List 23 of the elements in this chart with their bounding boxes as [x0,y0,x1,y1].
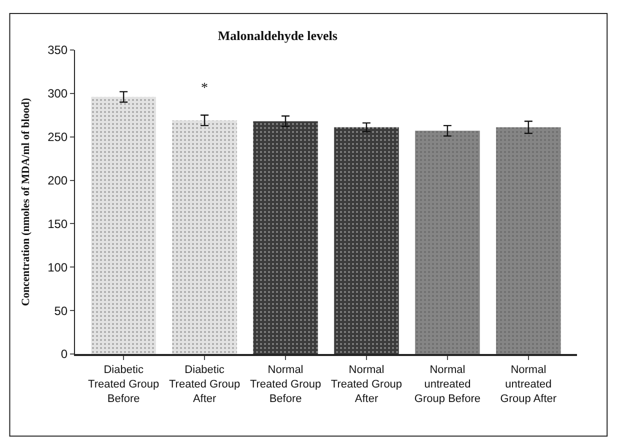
bar [334,127,399,354]
chart-title: Malonaldehyde levels [218,28,338,43]
bar [253,121,318,354]
x-tick-label: Normal Treated Group After [330,364,402,405]
annotation: * [201,81,208,96]
x-tick-label: Normal untreated Group After [500,364,557,405]
bar [91,96,156,354]
y-tick-label: 0 [60,347,68,362]
y-tick-label: 300 [48,86,68,101]
bar [496,127,561,354]
y-tick-label: 100 [48,260,68,274]
y-tick-label: 350 [48,43,68,58]
y-tick-label: 50 [54,304,68,318]
y-axis-title: Concentration (nmoles of MDA/ml of blood) [20,98,32,306]
x-tick-label: Diabetic Treated Group After [168,364,240,405]
x-tick-label: Normal untreated Group Before [414,364,480,405]
y-tick-label: 150 [48,216,68,231]
bar [415,130,480,354]
x-tick-label: Normal Treated Group Before [250,364,322,405]
y-tick-label: 250 [48,130,68,144]
y-tick-label: 200 [48,173,68,188]
x-tick-label: Diabetic Treated Group Before [88,364,160,405]
bar [172,120,237,354]
